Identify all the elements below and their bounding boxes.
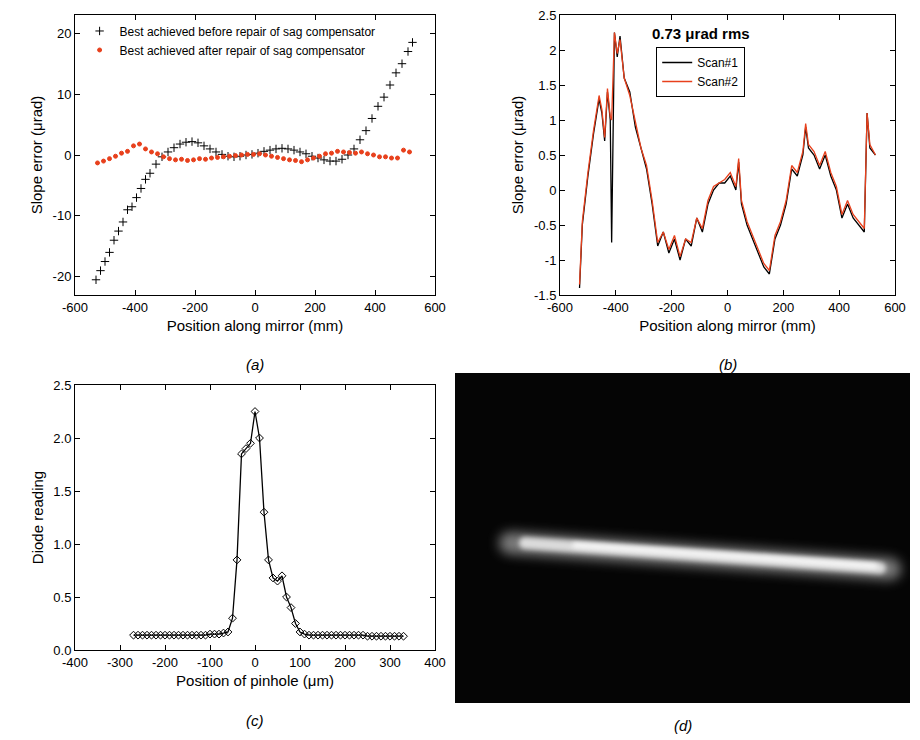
svg-text:400: 400 [828, 300, 850, 315]
svg-text:1.5: 1.5 [53, 484, 71, 499]
svg-text:0: 0 [724, 300, 731, 315]
svg-text:(b): (b) [719, 356, 737, 373]
svg-text:0.5: 0.5 [538, 148, 556, 163]
svg-text:200: 200 [334, 655, 356, 670]
svg-text:-100: -100 [197, 655, 223, 670]
svg-text:1: 1 [549, 113, 556, 128]
svg-text:0: 0 [549, 183, 556, 198]
svg-text:1.0: 1.0 [53, 537, 71, 552]
svg-text:20: 20 [57, 26, 71, 41]
svg-text:400: 400 [364, 300, 386, 315]
svg-text:400: 400 [424, 655, 446, 670]
svg-text:Scan#2: Scan#2 [697, 75, 738, 89]
svg-text:-0.5: -0.5 [534, 218, 556, 233]
svg-text:600: 600 [884, 300, 906, 315]
svg-text:100: 100 [289, 655, 311, 670]
svg-text:-200: -200 [659, 300, 685, 315]
svg-text:(c): (c) [246, 712, 264, 729]
svg-text:(a): (a) [246, 356, 264, 373]
svg-text:-10: -10 [53, 208, 72, 223]
svg-text:600: 600 [424, 300, 446, 315]
svg-text:-400: -400 [122, 300, 148, 315]
svg-text:-20: -20 [53, 269, 72, 284]
svg-text:-600: -600 [547, 300, 573, 315]
svg-text:-1.5: -1.5 [534, 288, 556, 303]
svg-text:Best achieved after repair of: Best achieved after repair of sag compen… [120, 44, 365, 58]
svg-text:Slope error (μrad): Slope error (μrad) [509, 96, 526, 215]
svg-text:-300: -300 [107, 655, 133, 670]
svg-text:-200: -200 [152, 655, 178, 670]
svg-text:0.73 μrad rms: 0.73 μrad rms [652, 25, 750, 42]
svg-text:300: 300 [379, 655, 401, 670]
svg-text:1.5: 1.5 [538, 78, 556, 93]
svg-text:0.0: 0.0 [53, 643, 71, 658]
svg-text:Position of pinhole (μm): Position of pinhole (μm) [176, 672, 334, 689]
svg-text:-1: -1 [545, 253, 557, 268]
svg-text:200: 200 [304, 300, 326, 315]
svg-text:0: 0 [251, 655, 258, 670]
svg-text:-400: -400 [603, 300, 629, 315]
svg-text:2.5: 2.5 [53, 378, 71, 393]
svg-text:Position along mirror (mm): Position along mirror (mm) [167, 317, 344, 334]
svg-text:-400: -400 [62, 655, 88, 670]
svg-text:Diode reading: Diode reading [29, 471, 46, 564]
svg-text:-600: -600 [62, 300, 88, 315]
svg-text:2.5: 2.5 [538, 8, 556, 23]
svg-text:10: 10 [57, 87, 71, 102]
svg-text:200: 200 [772, 300, 794, 315]
svg-text:Scan#1: Scan#1 [697, 56, 738, 70]
svg-text:0: 0 [64, 148, 71, 163]
svg-text:2: 2 [549, 43, 556, 58]
svg-text:2.0: 2.0 [53, 431, 71, 446]
svg-text:0: 0 [251, 300, 258, 315]
svg-text:0.5: 0.5 [53, 590, 71, 605]
svg-text:(d): (d) [674, 717, 692, 734]
svg-text:Slope error (μrad): Slope error (μrad) [28, 96, 45, 215]
svg-text:Best achieved before repair of: Best achieved before repair of sag compe… [120, 25, 375, 39]
svg-text:Position along mirror (mm): Position along mirror (mm) [639, 317, 816, 334]
svg-text:-200: -200 [182, 300, 208, 315]
